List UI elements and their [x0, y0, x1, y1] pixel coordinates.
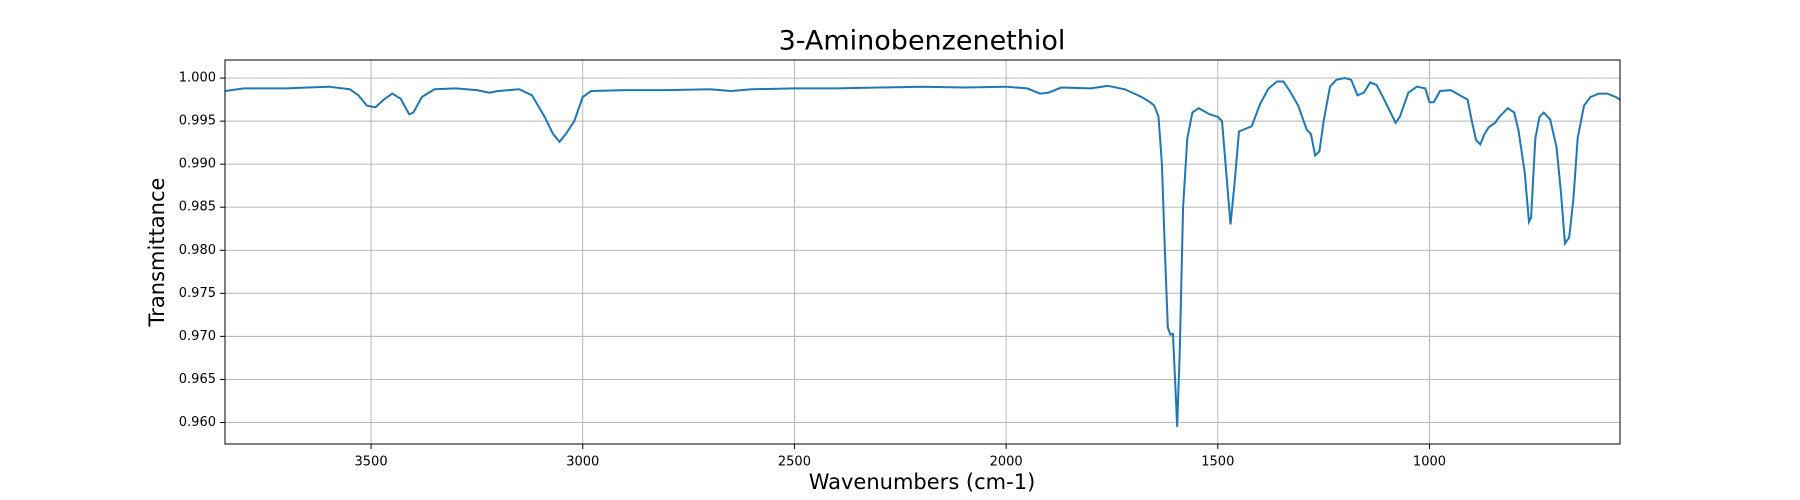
spectrum-line [225, 77, 1620, 427]
y-tick-label: 0.985 [179, 200, 216, 215]
y-axis-label: Transmittance [145, 178, 169, 328]
x-tick-label: 1500 [1201, 455, 1234, 470]
y-tick-label: 0.990 [179, 157, 216, 172]
x-tick-label: 2500 [778, 455, 811, 470]
x-tick-label: 3500 [355, 455, 388, 470]
x-axis-label: Wavenumbers (cm-1) [809, 470, 1036, 494]
y-tick-label: 0.980 [179, 243, 216, 258]
x-tick-label: 1000 [1413, 455, 1446, 470]
y-tick-label: 0.960 [179, 415, 216, 430]
y-tick-label: 0.965 [179, 372, 216, 387]
y-tick-label: 0.975 [179, 286, 216, 301]
x-tick-label: 2000 [990, 455, 1023, 470]
y-tick-label: 0.995 [179, 114, 216, 129]
y-tick-label: 1.000 [179, 71, 216, 86]
chart-title: 3-Aminobenzenethiol [779, 26, 1066, 57]
x-tick-label: 3000 [566, 455, 599, 470]
y-tick-label: 0.970 [179, 329, 216, 344]
plot-frame [224, 59, 1621, 445]
